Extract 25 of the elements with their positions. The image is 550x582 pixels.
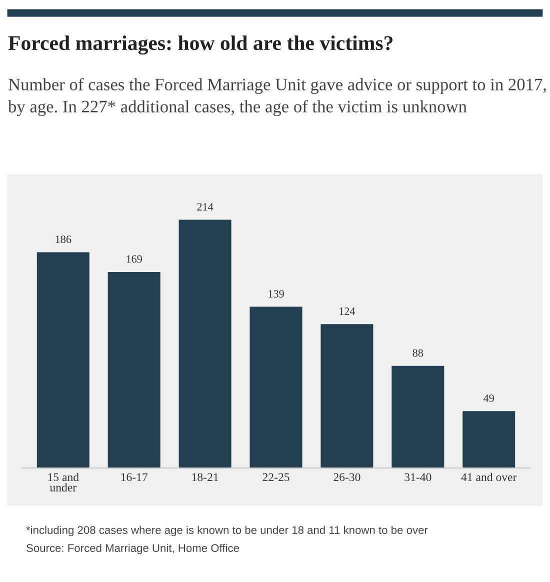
data-label: 139 — [268, 290, 284, 298]
x-tick-label: 41 and over — [461, 472, 517, 482]
bar — [392, 366, 444, 468]
x-tick-label: 18-21 — [192, 473, 218, 482]
chart-title: Forced marriages: how old are the victims? — [8, 35, 393, 55]
x-tick-label: 16-17 — [121, 473, 148, 482]
bar — [320, 324, 374, 468]
data-label: 169 — [126, 255, 142, 263]
x-tick-label: 31-40 — [404, 473, 432, 482]
x-tick-label: 26-30 — [334, 473, 360, 482]
data-label: 186 — [56, 236, 72, 244]
bar — [178, 220, 232, 468]
x-tick-label: 22-25 — [262, 473, 290, 482]
bar — [250, 306, 302, 468]
data-label: 49 — [484, 394, 494, 402]
bar — [36, 252, 90, 468]
source-note: Source: Forced Marriage Unit, Home Office — [26, 544, 239, 554]
chart-subtitle: Number of cases the Forced Marriage Unit gave advice or support to in 2017, by age. In 227* additional cases, the age of the victim is unknown — [8, 78, 546, 116]
x-tick-label: 15 and under — [48, 472, 79, 492]
data-label: 124 — [340, 308, 356, 315]
text: *including 208 cases where age is known to be under 18 and 11 known to be over — [26, 526, 428, 536]
bar — [462, 411, 516, 468]
data-label: 88 — [412, 349, 424, 357]
data-label: 214 — [197, 203, 214, 210]
bar — [108, 272, 160, 468]
